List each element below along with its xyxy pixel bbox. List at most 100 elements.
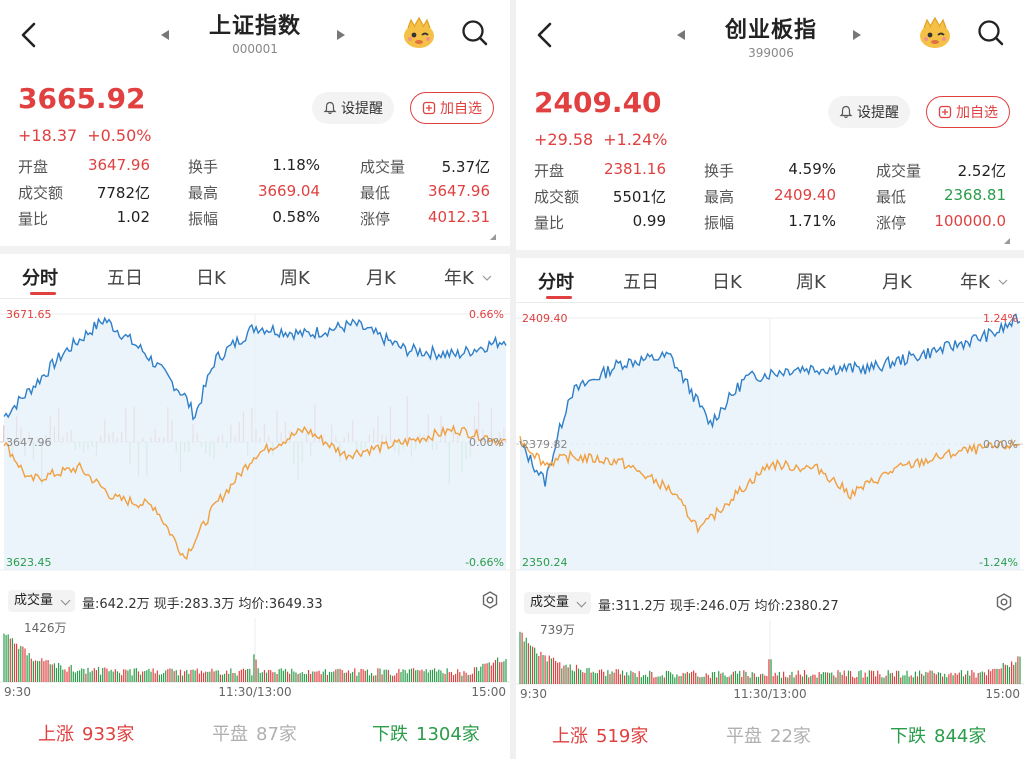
stat-label: 涨停 (876, 214, 907, 232)
rising-number: 519家 (596, 726, 649, 747)
tab-intraday[interactable]: 分时 (22, 268, 58, 289)
stat-value: 1.02 (116, 208, 150, 226)
price-change: +29.58 +1.24% (534, 130, 677, 149)
tab-five-day[interactable]: 五日 (623, 272, 659, 293)
bell-icon (839, 105, 853, 119)
stat-label: 成交额 (18, 184, 64, 202)
prev-triangle-icon[interactable] (674, 28, 688, 42)
back-arrow-icon[interactable] (14, 18, 44, 52)
volume-selector-label: 成交量 (14, 593, 54, 608)
mascot-icon[interactable] (916, 14, 954, 52)
y-axis-top-label: 3671.65 (6, 308, 52, 321)
index-title: 创业板指 (724, 18, 817, 43)
tab-weekly-k[interactable]: 周K (280, 268, 310, 289)
stats-grid: 开盘 3647.96 换手 1.18% 成交量 5.37亿 成交额 7782亿 … (18, 156, 498, 234)
index-code: 000001 (232, 42, 278, 56)
stat-value: 3647.96 (427, 182, 490, 200)
stat-label: 振幅 (704, 214, 735, 232)
current-price: 3665.92 (18, 82, 146, 115)
rising-label: 上涨 (552, 726, 588, 747)
flat-count: 平盘 22家 (726, 722, 811, 748)
stat-value: 0.99 (632, 212, 666, 230)
stats-row: 成交额 5501亿 最高 2409.40 最低 2368.81 (534, 186, 1014, 212)
rising-count: 上涨 933家 (38, 720, 134, 746)
price-line (519, 313, 1021, 487)
index-title: 上证指数 (208, 14, 301, 39)
volume-chart[interactable]: 739万 9:30 11:30/13:00 15:00 (516, 618, 1024, 704)
tab-daily-k[interactable]: 日K (196, 268, 226, 289)
stat-value: 2381.16 (603, 160, 666, 178)
chevron-down-icon[interactable] (482, 274, 492, 282)
next-triangle-icon[interactable] (850, 28, 864, 42)
set-alert-label: 设提醒 (341, 101, 383, 117)
volume-chart[interactable]: 1426万 9:30 11:30/13:00 15:00 (0, 616, 510, 702)
stat-label: 最低 (360, 184, 391, 202)
stat-value: 5.37亿 (441, 158, 490, 176)
prev-triangle-icon[interactable] (158, 28, 172, 42)
chevron-down-icon[interactable] (998, 278, 1008, 286)
stat-value: 100000.0 (934, 212, 1006, 230)
y-axis-mid-label: 3647.96 (6, 436, 52, 449)
mascot-icon[interactable] (400, 14, 438, 52)
volume-info: 量:642.2万 现手:283.3万 均价:3649.33 (82, 597, 323, 612)
active-tab-indicator (546, 296, 572, 299)
header: 创业板指 399006 (516, 0, 1024, 70)
expand-corner-icon[interactable] (490, 234, 496, 240)
tab-weekly-k[interactable]: 周K (796, 272, 826, 293)
intraday-chart[interactable]: 2409.40 2379.82 2350.24 1.24% 0.00% -1.24% (516, 304, 1024, 584)
search-icon[interactable] (460, 18, 490, 48)
gear-icon[interactable] (994, 592, 1014, 612)
flat-label: 平盘 (726, 726, 762, 747)
tab-monthly-k[interactable]: 月K (366, 268, 396, 289)
add-favorite-button[interactable]: 加自选 (410, 92, 494, 124)
stat-value: 1.71% (788, 212, 836, 230)
stat-value: 0.58% (272, 208, 320, 226)
tab-intraday[interactable]: 分时 (538, 272, 574, 293)
plus-box-icon (938, 105, 952, 119)
rising-number: 933家 (82, 724, 135, 745)
stat-value: 3647.96 (87, 156, 150, 174)
add-favorite-label: 加自选 (440, 101, 482, 117)
tab-five-day[interactable]: 五日 (107, 268, 143, 289)
set-alert-button[interactable]: 设提醒 (828, 96, 910, 128)
flat-number: 87家 (256, 724, 297, 745)
back-arrow-icon[interactable] (530, 18, 560, 52)
bell-icon (323, 101, 337, 115)
gear-icon[interactable] (480, 590, 500, 610)
volume-selector[interactable]: 成交量 (524, 592, 592, 614)
stats-row: 量比 0.99 振幅 1.71% 涨停 100000.0 (534, 212, 1014, 238)
set-alert-button[interactable]: 设提醒 (312, 92, 394, 124)
add-favorite-button[interactable]: 加自选 (926, 96, 1010, 128)
volume-selector-label: 成交量 (530, 595, 570, 610)
stat-label: 开盘 (534, 162, 565, 180)
next-triangle-icon[interactable] (334, 28, 348, 42)
intraday-chart[interactable]: 3671.65 3647.96 3623.45 0.66% 0.00% -0.66% (0, 300, 510, 584)
falling-count: 下跌 1304家 (372, 720, 480, 746)
tab-monthly-k[interactable]: 月K (882, 272, 912, 293)
volume-bar: 成交量 量:311.2万 现手:246.0万 均价:2380.27 (516, 588, 1024, 618)
volume-selector[interactable]: 成交量 (8, 590, 76, 612)
tab-yearly-k[interactable]: 年K (960, 272, 990, 293)
left-panel: 上证指数 000001 3665.92 +18.37 +0.50% 设提醒 加自选… (0, 0, 510, 759)
section-separator (0, 246, 510, 254)
tab-daily-k[interactable]: 日K (712, 272, 742, 293)
stat-label: 成交额 (534, 188, 580, 206)
stats-row: 成交额 7782亿 最高 3669.04 最低 3647.96 (18, 182, 498, 208)
search-icon[interactable] (976, 18, 1006, 48)
active-tab-indicator (30, 292, 56, 295)
stat-label: 最低 (876, 188, 907, 206)
stat-value: 4012.31 (427, 208, 490, 226)
stat-label: 涨停 (360, 210, 391, 228)
stat-value: 1.18% (272, 156, 320, 174)
market-breadth: 上涨 519家 平盘 22家 下跌 844家 (516, 720, 1024, 750)
falling-number: 1304家 (416, 724, 480, 745)
stat-value: 3669.04 (257, 182, 320, 200)
chart-tabs: 分时 五日 日K 周K 月K 年K (0, 260, 510, 296)
right-panel: 创业板指 399006 2409.40 +29.58 +1.24% 设提醒 加自选… (516, 0, 1024, 759)
stat-value: 5501亿 (612, 188, 666, 206)
expand-corner-icon[interactable] (1004, 238, 1010, 244)
change-pct: +1.24% (603, 130, 668, 149)
tab-yearly-k[interactable]: 年K (444, 268, 474, 289)
rising-label: 上涨 (38, 724, 74, 745)
price-line (3, 316, 507, 421)
